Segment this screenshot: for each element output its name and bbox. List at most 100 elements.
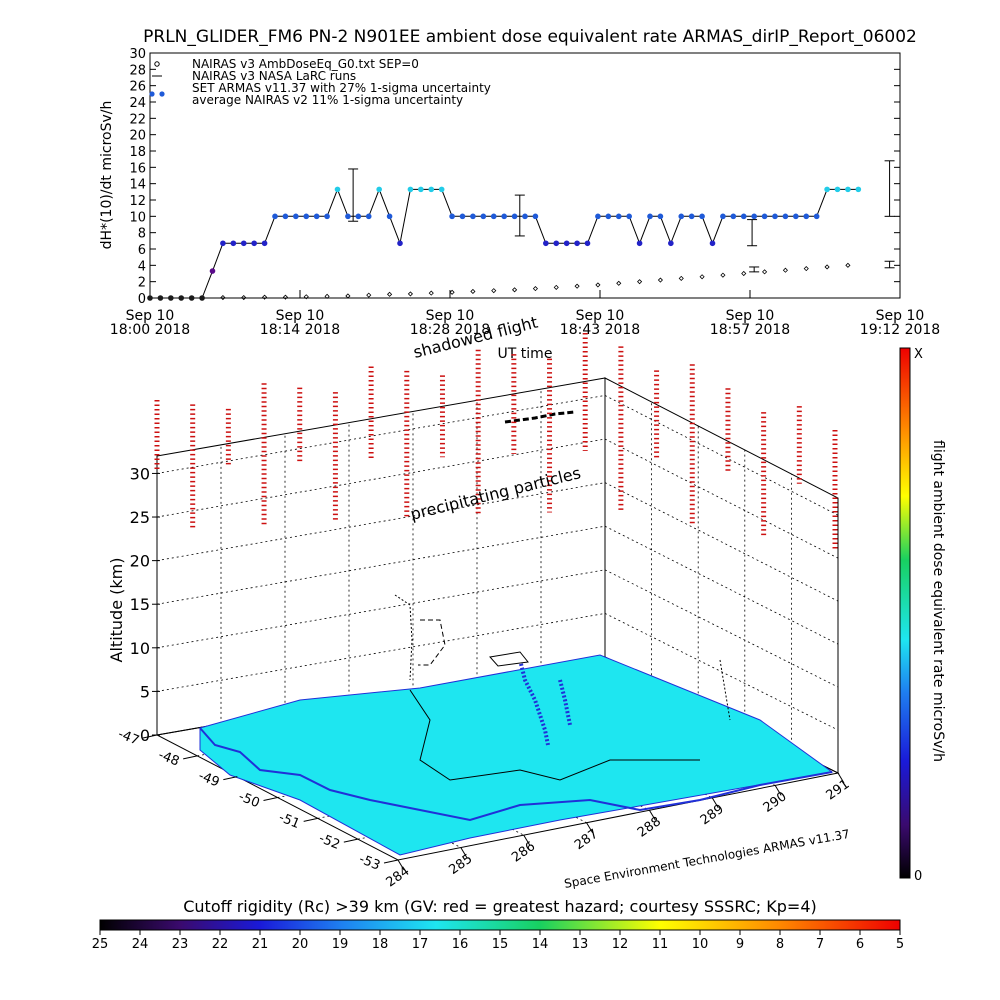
- armas-point: [480, 213, 487, 220]
- legend-marker-dot: [159, 91, 165, 97]
- legend-entry-4: average NAIRAS v2 11% 1-sigma uncertaint…: [192, 93, 463, 107]
- y-tick-label: 26: [129, 80, 146, 95]
- x-tick-label-time: 18:43 2018: [560, 322, 640, 338]
- nairas-point: [595, 282, 601, 288]
- dose-colorbar: [899, 347, 911, 879]
- lat-tick-mark: [223, 776, 238, 781]
- y-tick-label: 12: [129, 194, 146, 209]
- z-tick-label: 10: [130, 639, 150, 658]
- armas-point: [293, 213, 299, 220]
- lon-tick-mark: [711, 797, 719, 809]
- armas-point: [272, 213, 278, 220]
- lat-tick-mark: [142, 734, 158, 739]
- cb-tick-label: 18: [372, 937, 389, 952]
- wall-gridline: [604, 525, 839, 645]
- cb-tick-label: 21: [252, 937, 269, 952]
- nairas-point: [637, 279, 643, 285]
- armas-point: [636, 240, 643, 247]
- armas-point: [261, 240, 268, 247]
- altitude-trace-dashed: [418, 619, 446, 666]
- armas-point: [282, 213, 289, 220]
- cb-tick-label: 11: [652, 937, 669, 952]
- credit-text: Space Environment Technologies ARMAS v11…: [563, 827, 851, 891]
- nairas-point: [720, 272, 726, 278]
- z-tick-label: 20: [130, 552, 150, 571]
- nairas-point: [845, 262, 851, 268]
- armas-point: [740, 213, 747, 220]
- cb-tick-label: 12: [612, 937, 629, 952]
- cb-tick-label: 23: [172, 937, 189, 952]
- armas-point: [251, 240, 257, 247]
- armas-point: [668, 240, 674, 247]
- wall-gridline: [156, 482, 606, 562]
- armas-point: [563, 240, 570, 247]
- y-tick-label: 8: [138, 227, 146, 242]
- annotation-precipitating-particles: precipitating particles: [408, 463, 582, 524]
- x-tick-label-time: 18:28 2018: [410, 322, 490, 338]
- wall-gridline: [604, 395, 839, 516]
- armas-point: [490, 213, 497, 220]
- lat-tick-label: -50: [236, 789, 261, 811]
- armas-point: [449, 213, 455, 220]
- flight-start-marker: [489, 651, 529, 667]
- cb-tick-label: 6: [856, 937, 864, 952]
- armas-point: [345, 213, 351, 220]
- x-tick-label-time: 19:12 2018: [860, 322, 940, 338]
- y-tick-label: 20: [129, 129, 146, 144]
- armas-point: [574, 240, 580, 247]
- armas-point: [688, 213, 695, 220]
- armas-point: [355, 213, 362, 220]
- armas-point: [615, 213, 622, 220]
- legend-label: NAIRAS v3 AmbDoseEq_G0.txt SEP=0: [192, 57, 419, 71]
- cb-tick-label: 16: [452, 937, 469, 952]
- y-tick-label: 16: [129, 161, 146, 176]
- armas-point: [209, 268, 216, 274]
- armas-point: [470, 213, 476, 220]
- wall-gridline: [604, 482, 839, 602]
- nairas-point: [366, 292, 372, 298]
- armas-point: [220, 240, 226, 247]
- colorbar-top-label: X: [914, 347, 923, 362]
- armas-point: [803, 213, 810, 220]
- armas-point: [845, 186, 851, 193]
- rigidity-colorbar: [99, 919, 901, 931]
- armas-point: [751, 213, 757, 220]
- lat-tick-mark: [343, 838, 358, 843]
- armas-point: [157, 295, 164, 301]
- y-tick-label: 6: [138, 243, 146, 258]
- nairas-point: [803, 266, 809, 272]
- cb-tick-label: 25: [92, 937, 109, 952]
- nairas-point: [491, 288, 497, 294]
- armas-point: [793, 213, 799, 220]
- lat-tick-mark: [383, 859, 399, 864]
- legend-marker-dot: [149, 91, 155, 97]
- cb-tick-label: 5: [896, 937, 904, 952]
- armas-point: [720, 213, 726, 220]
- armas-point: [761, 213, 768, 220]
- lon-tick-mark: [397, 859, 405, 871]
- armas-point: [782, 213, 789, 220]
- nairas-point: [428, 290, 434, 296]
- wall-gridline: [156, 525, 606, 605]
- y-tick-label: 4: [138, 259, 146, 274]
- cb-tick-label: 13: [572, 937, 589, 952]
- nairas-point: [657, 277, 663, 283]
- x-axis-label: UT time: [498, 346, 553, 362]
- cb-tick-label: 24: [132, 937, 149, 952]
- x-tick-label-date: Sep 10: [126, 308, 175, 324]
- y-tick-label: 28: [129, 63, 146, 78]
- border-line: [409, 689, 700, 781]
- nairas-point: [303, 294, 309, 300]
- y-tick-label: 30: [129, 47, 146, 62]
- wall-gridline: [156, 613, 606, 692]
- armas-point: [386, 213, 393, 220]
- armas-point: [772, 213, 778, 220]
- z-tick-label: 5: [140, 682, 150, 701]
- x-tick-label-date: Sep 10: [276, 308, 325, 324]
- armas-point: [428, 186, 435, 193]
- x-tick-label-date: Sep 10: [726, 308, 775, 324]
- armas-point: [813, 213, 820, 220]
- armas-point: [240, 240, 247, 247]
